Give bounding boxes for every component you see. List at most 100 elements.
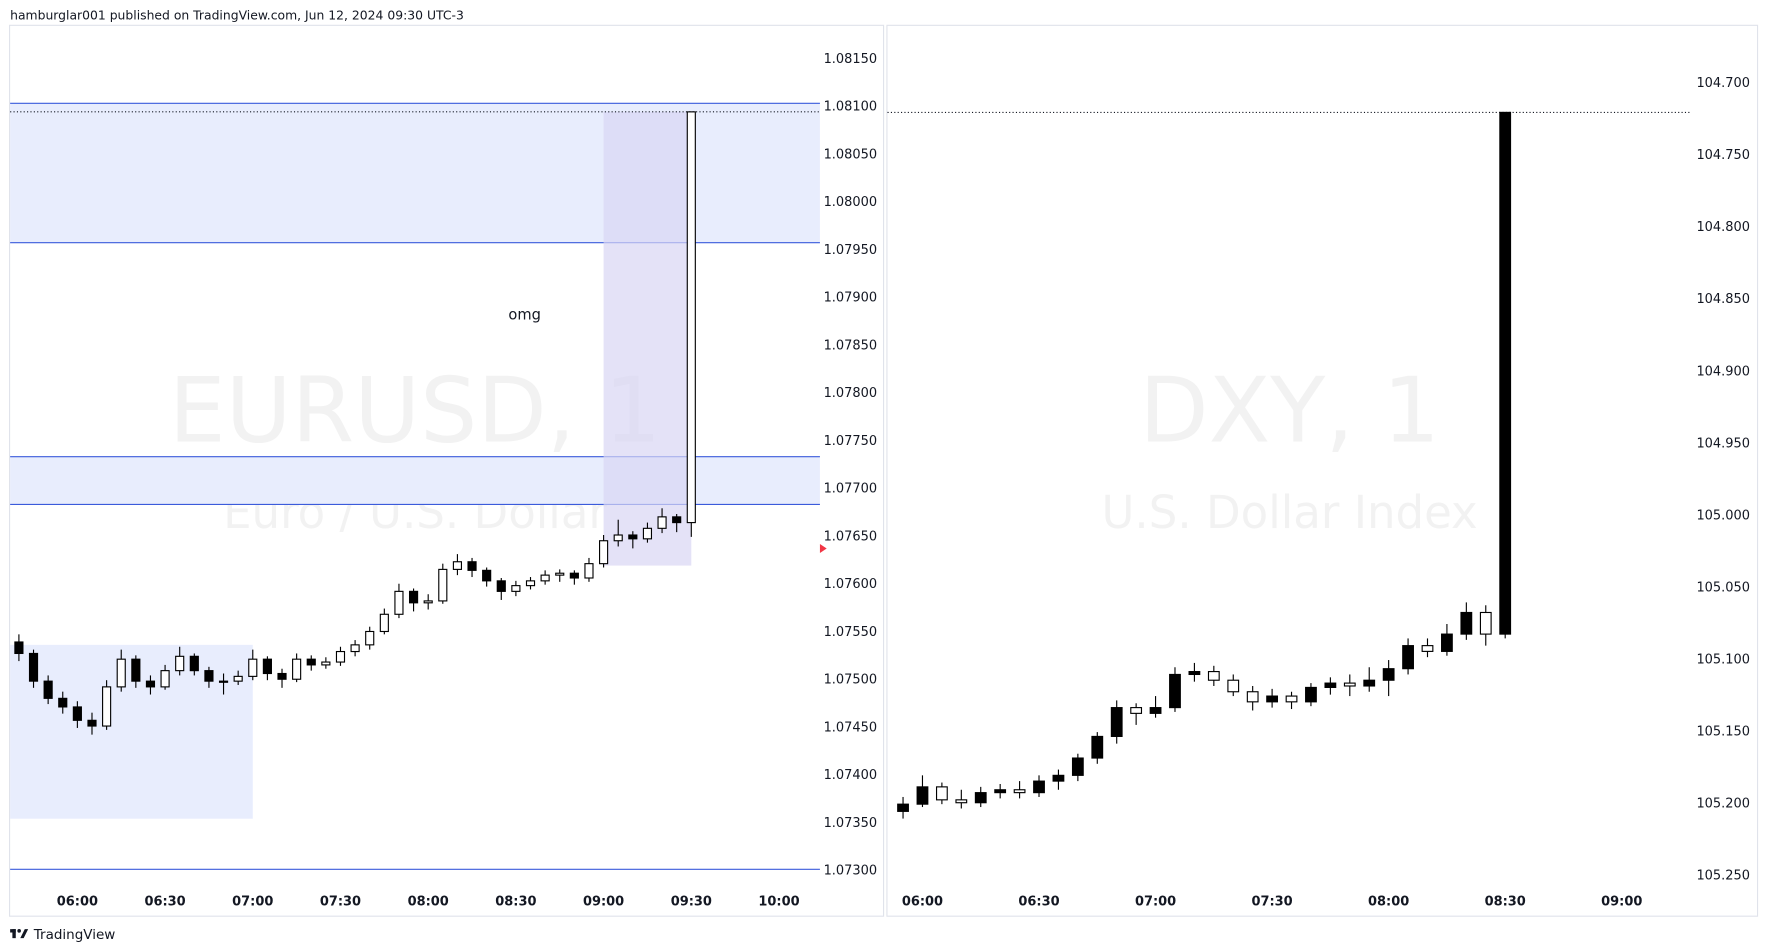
candle-body [555, 572, 565, 576]
y-tick-label: 104.900 [1696, 364, 1750, 379]
candle-body [1479, 611, 1492, 635]
candle-body [365, 630, 375, 646]
x-tick-label: 06:30 [1018, 895, 1059, 910]
y-tick-label: 105.150 [1696, 725, 1750, 740]
y-tick-label: 1.08100 [824, 100, 878, 115]
candle-body [175, 655, 185, 672]
candle-body [1266, 695, 1279, 703]
candle-body [1421, 645, 1434, 652]
y-tick-label: 105.250 [1696, 869, 1750, 884]
pane-border [9, 24, 885, 917]
watermark-title: DXY, 1 [1139, 359, 1440, 464]
y-tick-label: 1.07600 [824, 577, 878, 592]
candle-body [321, 661, 331, 666]
candle-body [496, 580, 506, 592]
x-tick-label: 07:00 [232, 895, 273, 910]
y-tick-label: 1.07950 [824, 243, 878, 258]
x-tick-label: 10:00 [758, 895, 799, 910]
candle-body [1130, 707, 1143, 714]
candle-body [511, 585, 521, 592]
candle-body [277, 672, 287, 680]
y-tick-label: 105.200 [1696, 797, 1750, 812]
watermark-title: EURUSD, 1 [169, 359, 662, 464]
x-tick-label: 07:00 [1135, 895, 1176, 910]
candle-body [935, 786, 948, 801]
candle-body [292, 658, 302, 680]
x-tick-label: 09:30 [671, 895, 712, 910]
candle-body [482, 569, 492, 582]
candle-body [218, 680, 229, 683]
candle-body [1305, 686, 1317, 703]
y-tick-label: 1.08050 [824, 147, 878, 162]
y-tick-label: 104.700 [1696, 76, 1750, 91]
candle-body [672, 516, 682, 524]
zone [603, 111, 692, 566]
x-tick-label: 07:30 [320, 895, 361, 910]
candle-body [1013, 789, 1026, 794]
candle-body [438, 568, 448, 602]
y-tick-label: 1.07350 [824, 816, 878, 831]
candle-body [1227, 679, 1240, 693]
candle-body [145, 680, 156, 688]
candle-body [1071, 757, 1084, 776]
y-tick-label: 1.07300 [824, 864, 878, 879]
y-tick-label: 1.07550 [824, 625, 878, 640]
candle-body [467, 561, 477, 571]
candle-body [657, 516, 667, 529]
y-tick-label: 104.800 [1696, 220, 1750, 235]
candle-body [955, 799, 968, 804]
candle-body [1110, 707, 1123, 737]
y-tick-label: 1.07900 [824, 291, 878, 306]
candle-body [1033, 780, 1045, 794]
x-tick-label: 09:00 [1601, 895, 1642, 910]
candle-body [1441, 633, 1453, 652]
candle-body [916, 786, 929, 805]
candle-body [1188, 671, 1201, 676]
pane-border [886, 24, 1759, 917]
footer: TradingView [33, 927, 116, 943]
candle-body [1091, 735, 1104, 759]
candle-body [525, 580, 536, 587]
candle-body [379, 613, 389, 633]
candle-body [116, 658, 126, 688]
header: hamburglar001 published on TradingView.c… [10, 8, 464, 22]
candle-body [72, 706, 82, 721]
candle-body [394, 590, 404, 615]
zone [10, 103, 820, 243]
candle-body [335, 650, 346, 663]
candle-body [897, 803, 909, 812]
candle-body [974, 792, 987, 804]
candle-body [1149, 707, 1162, 714]
candle-body [569, 572, 579, 579]
candle-body [160, 670, 170, 688]
x-tick-label: 06:00 [57, 895, 98, 910]
y-tick-label: 105.000 [1696, 508, 1750, 523]
candle-body [248, 658, 258, 677]
y-tick-label: 1.07450 [824, 720, 878, 735]
candle-body [452, 561, 463, 570]
candle-body [28, 652, 39, 682]
candle-body [1169, 673, 1181, 709]
candle-body [1363, 679, 1376, 687]
y-tick-label: 1.07700 [824, 482, 878, 497]
candle-body [423, 600, 433, 604]
candle-body [14, 641, 24, 655]
candle-body [613, 534, 623, 542]
y-tick-label: 105.050 [1696, 580, 1750, 595]
y-tick-label: 1.07400 [824, 768, 878, 783]
y-tick-label: 1.08150 [824, 52, 878, 67]
candle-body [350, 644, 360, 653]
candle-body [540, 574, 550, 582]
zone [10, 456, 820, 505]
candle-body [43, 680, 53, 699]
candle-body [686, 111, 696, 524]
y-tick-label: 1.08000 [824, 195, 878, 210]
candle-body [1402, 645, 1414, 670]
x-tick-label: 08:30 [495, 895, 536, 910]
candle-body [599, 540, 609, 565]
candle-body [1052, 774, 1065, 782]
y-tick-label: 1.07850 [824, 338, 878, 353]
x-tick-label: 07:30 [1252, 895, 1293, 910]
